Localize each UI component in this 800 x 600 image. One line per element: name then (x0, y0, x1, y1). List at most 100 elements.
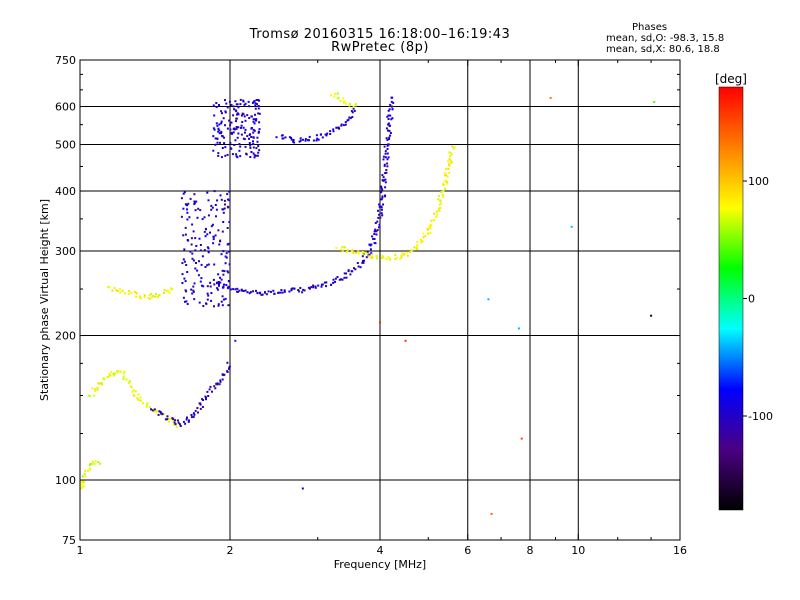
trace-point (371, 256, 374, 259)
cluster-point (241, 121, 244, 123)
trace-point (204, 395, 207, 398)
trace-point (329, 130, 332, 133)
cluster-point (215, 208, 218, 211)
cluster-point (244, 131, 246, 134)
y-tick-label: 400 (55, 185, 76, 198)
cluster-point (222, 221, 225, 223)
cluster-point (186, 208, 188, 211)
cluster-point (182, 234, 185, 237)
cluster-point (199, 244, 202, 246)
cluster-point (207, 214, 210, 217)
trace-point (185, 418, 188, 421)
trace-point (346, 249, 349, 251)
cluster-point (218, 123, 221, 126)
trace-point (312, 284, 315, 287)
cluster-point (239, 103, 242, 106)
trace-point (378, 213, 381, 216)
trace-point (384, 150, 387, 153)
cluster-point (249, 156, 252, 158)
cluster-point (187, 202, 190, 205)
trace-point (361, 255, 364, 258)
cluster-point (225, 256, 228, 259)
trace-point (173, 421, 176, 424)
cluster-point (217, 127, 220, 130)
data-points (80, 92, 656, 515)
trace-point (340, 278, 342, 281)
cluster-point (252, 100, 255, 103)
trace-point (384, 181, 387, 184)
trace-point (135, 295, 138, 298)
trace-point (447, 160, 450, 163)
phases-x-mode-stats: mean, sd,X: 80.6, 18.8 (606, 44, 720, 55)
trace-point (260, 293, 263, 296)
trace-point (449, 159, 452, 162)
trace-point (270, 290, 272, 293)
trace-point (339, 99, 342, 102)
trace-point (163, 292, 165, 294)
trace-point (386, 158, 389, 161)
trace-point (221, 378, 224, 381)
cluster-point (250, 127, 253, 130)
cluster-point (220, 132, 223, 135)
trace-point (443, 180, 446, 183)
trace-point (437, 207, 440, 210)
trace-point (382, 158, 385, 161)
trace-point (355, 251, 357, 254)
trace-point (307, 139, 309, 142)
cluster-point (241, 112, 244, 115)
trace-point (370, 243, 373, 246)
trace-point (212, 278, 215, 281)
cluster-point (252, 152, 255, 155)
cluster-point (225, 284, 228, 286)
trace-point (242, 290, 245, 292)
cluster-point (257, 112, 260, 115)
trace-point (228, 366, 231, 369)
trace-point (135, 292, 138, 294)
cluster-point (209, 231, 211, 234)
trace-point (394, 258, 397, 261)
trace-point (192, 412, 195, 415)
trace-point (387, 109, 390, 112)
trace-point (437, 198, 440, 201)
cluster-point (248, 105, 250, 108)
trace-point (199, 407, 202, 410)
cluster-point (219, 239, 222, 242)
cluster-point (249, 146, 252, 149)
cluster-point (226, 227, 229, 229)
trace-point (445, 179, 448, 182)
trace-point (368, 243, 371, 246)
trace-point (369, 248, 372, 251)
trace-point (376, 229, 379, 232)
cluster-point (252, 131, 255, 134)
cluster-point (210, 225, 213, 228)
trace-point (348, 116, 351, 119)
trace-point (364, 251, 367, 254)
trace-point (388, 138, 391, 141)
trace-point (114, 372, 117, 375)
trace-point (118, 288, 121, 291)
trace-point (222, 374, 225, 377)
trace-point (166, 415, 169, 418)
trace-point (213, 385, 216, 388)
cluster-point (228, 280, 231, 283)
trace-point (389, 134, 392, 137)
trace-point (148, 297, 151, 300)
x-axis: 1 2 4 6 8 10 16 (77, 60, 687, 557)
trace-point (293, 287, 296, 290)
trace-point (406, 251, 409, 254)
cluster-point (207, 199, 210, 202)
trace-point (321, 136, 324, 139)
trace-point (83, 480, 86, 483)
cluster-point (221, 230, 224, 233)
cluster-point (230, 121, 233, 124)
trace-point (246, 291, 249, 294)
trace-point (177, 419, 179, 422)
trace-point (150, 293, 153, 295)
trace-point (202, 399, 204, 401)
cluster-point (229, 141, 232, 144)
trace-point (123, 370, 126, 373)
cluster-point (243, 103, 246, 106)
trace-point (442, 196, 445, 198)
cluster-point (185, 300, 188, 303)
cluster-point (243, 115, 246, 118)
